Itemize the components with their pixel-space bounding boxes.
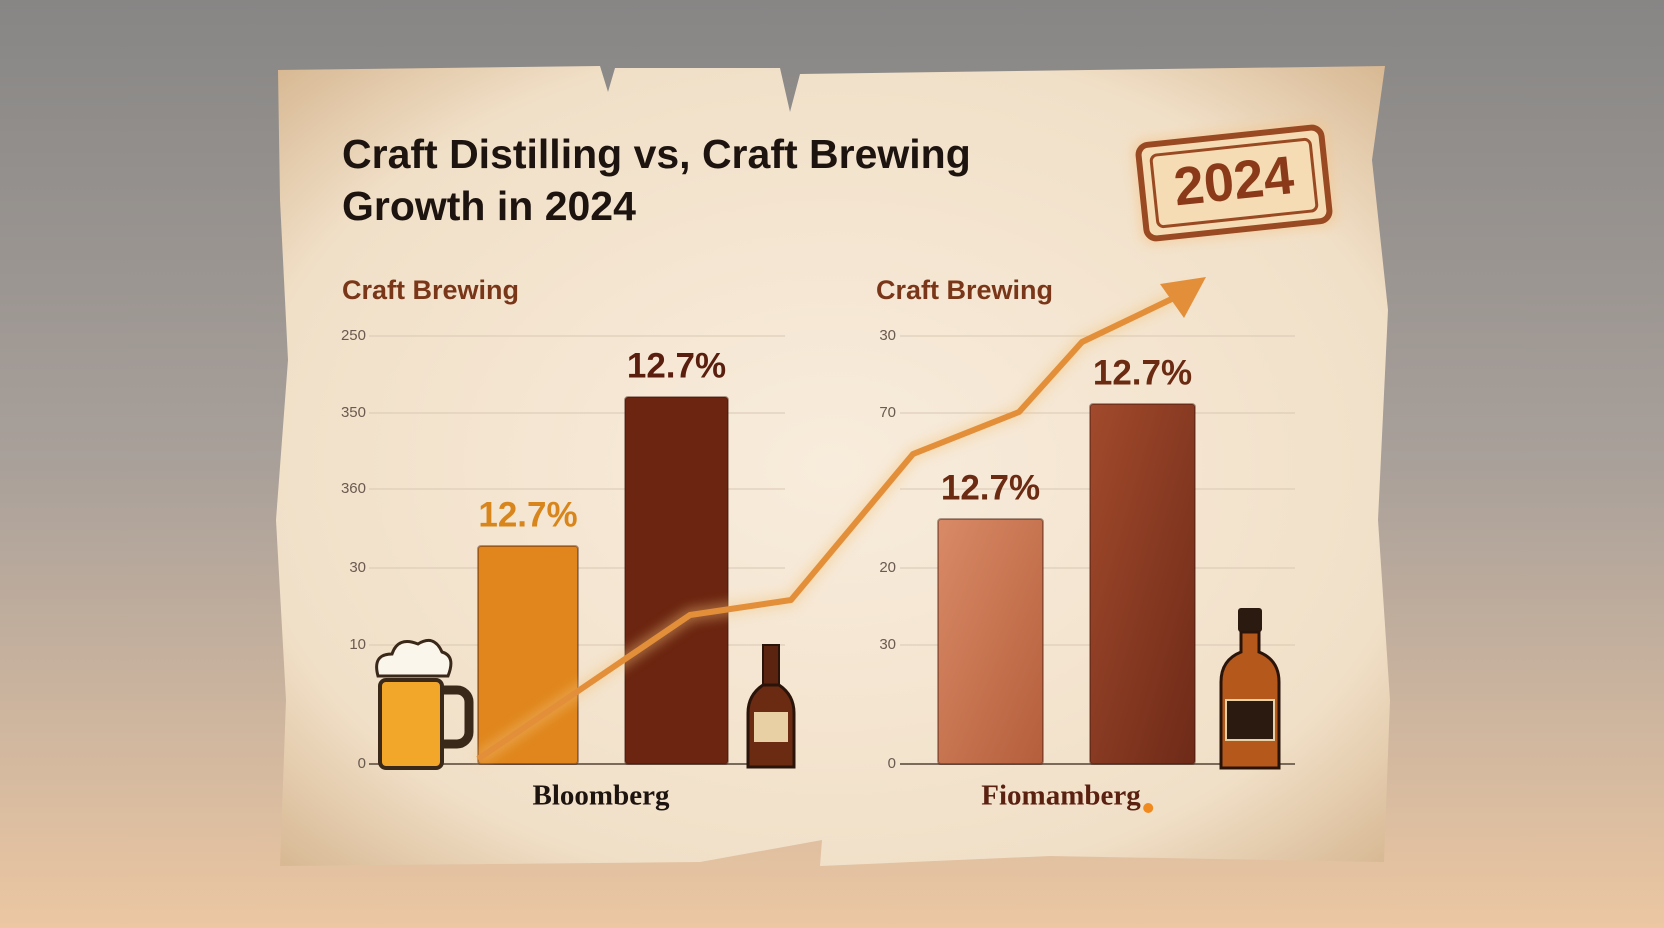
tick-label: 0 bbox=[358, 755, 366, 772]
stamp-text: 2024 bbox=[1171, 145, 1297, 217]
stamp-frame bbox=[1135, 124, 1333, 242]
bar-label: 12.7% bbox=[478, 495, 577, 534]
bar bbox=[624, 396, 729, 765]
title-line: Craft Distilling vs, Craft Brewing bbox=[342, 131, 971, 177]
panel-heading: Craft Brewing bbox=[342, 275, 519, 305]
whisky-label bbox=[1225, 699, 1275, 741]
arrow-head bbox=[1160, 277, 1206, 318]
tick-label: 70 bbox=[879, 404, 896, 421]
tick-label: 20 bbox=[879, 559, 896, 576]
bottle-label bbox=[754, 712, 788, 742]
tick-label: 0 bbox=[888, 755, 896, 772]
panel-heading: Craft Brewing bbox=[876, 275, 1053, 305]
bar-label: 12.7% bbox=[941, 468, 1040, 507]
mug-handle bbox=[437, 685, 474, 749]
tick-label: 30 bbox=[879, 327, 896, 344]
bottle-neck bbox=[762, 644, 780, 686]
bar bbox=[1089, 403, 1196, 765]
stamp: 2024 bbox=[1132, 121, 1336, 245]
source-dot bbox=[1143, 803, 1154, 813]
title-line: Growth in 2024 bbox=[342, 183, 636, 229]
tick-label: 30 bbox=[349, 559, 366, 576]
stamp-inner bbox=[1149, 137, 1319, 229]
tick-label: 360 bbox=[341, 480, 366, 497]
trend-arrow bbox=[476, 292, 1182, 762]
source: Bloomberg bbox=[533, 780, 670, 812]
tick-label: 250 bbox=[341, 327, 366, 344]
bar-label: 12.7% bbox=[1093, 353, 1192, 392]
tick-label: 30 bbox=[879, 636, 896, 653]
beer-mug bbox=[375, 638, 474, 770]
bar-label: 12.7% bbox=[627, 346, 726, 385]
bar bbox=[937, 518, 1044, 765]
mug-body bbox=[378, 678, 444, 770]
whisky-cap bbox=[1238, 608, 1262, 632]
whisky-bottle bbox=[1219, 608, 1281, 770]
tick-label: 350 bbox=[341, 404, 366, 421]
panels: Craft Brewing 250 350 360 30 10 0 12.7% 12.7% Blo… bbox=[341, 275, 1295, 813]
mug-foam bbox=[375, 638, 453, 678]
tick-label: 10 bbox=[349, 636, 366, 653]
source: Fiomamberg bbox=[981, 780, 1141, 812]
beer-bottle bbox=[746, 644, 796, 769]
